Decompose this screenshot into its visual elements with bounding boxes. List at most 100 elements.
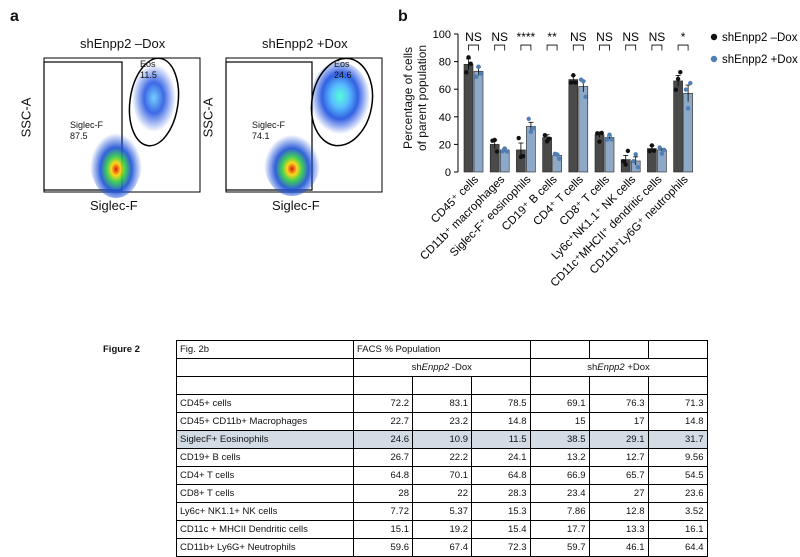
table-measure: FACS % Population xyxy=(353,340,472,359)
data-point xyxy=(649,143,655,148)
table-row-label: CD8+ T cells xyxy=(176,484,354,503)
table-row: SiglecF+ Eosinophils 24.6 10.9 11.5 38.5 29.1… xyxy=(100,430,708,449)
table-cell: 67.4 xyxy=(412,538,472,557)
data-point xyxy=(635,164,641,170)
data-point xyxy=(623,162,628,167)
facs-plot-2-ylabel: SSC-A xyxy=(200,97,216,138)
significance-label: ** xyxy=(547,30,557,44)
significance-bracket xyxy=(651,44,663,51)
data-point xyxy=(683,87,689,92)
data-point xyxy=(504,149,510,154)
y-tick-label: 80 xyxy=(439,57,451,69)
table-cell: 24.6 xyxy=(353,430,413,449)
data-point xyxy=(675,76,681,82)
facs-plot-2 xyxy=(225,57,383,196)
data-point xyxy=(530,126,536,131)
table-row-label: SiglecF+ Eosinophils xyxy=(176,430,354,449)
significance-label: NS xyxy=(649,30,666,44)
table-cell: 78.5 xyxy=(471,394,531,413)
bar xyxy=(578,86,589,173)
table-cell: 26.7 xyxy=(353,448,413,467)
table-cell: 64.4 xyxy=(647,538,708,557)
data-point xyxy=(657,145,662,150)
table-cell: 16.1 xyxy=(647,520,708,539)
table-fig-ref: Fig. 2b xyxy=(176,340,354,359)
significance-bracket xyxy=(468,44,479,51)
table-cell: 7.86 xyxy=(529,502,590,521)
facs-plot-2-title: shEnpp2 +Dox xyxy=(262,36,348,51)
facs-plot-2-xlabel: Siglec-F xyxy=(272,198,320,213)
legend-marker xyxy=(710,55,718,63)
data-point xyxy=(607,132,612,137)
table-cell: 28 xyxy=(353,484,413,503)
table-cell: 29.1 xyxy=(588,430,649,449)
legend-label: shEnpp2 –Dox xyxy=(722,32,798,44)
table-cell: 72.3 xyxy=(471,538,531,557)
significance-label: * xyxy=(681,30,686,44)
table-cell: 14.8 xyxy=(647,412,708,431)
data-point xyxy=(573,80,578,85)
table-spacer-row xyxy=(100,376,708,395)
bar xyxy=(463,64,474,173)
table-cell: 64.8 xyxy=(353,466,413,485)
table-cell: 46.1 xyxy=(588,538,649,557)
data-point xyxy=(583,94,588,99)
table-cell: 22 xyxy=(412,484,472,503)
table-cell: 9.56 xyxy=(647,448,708,467)
facs-plot-2-gate-eos: Eos 24.6 xyxy=(334,59,352,80)
table-cell: 11.5 xyxy=(471,430,531,449)
table-row-label: CD45+ cells xyxy=(176,394,354,413)
data-point xyxy=(494,149,500,154)
table-cell: 5.37 xyxy=(412,502,472,521)
data-point xyxy=(492,137,497,143)
data-point xyxy=(478,71,483,76)
significance-label: NS xyxy=(622,30,639,44)
bar xyxy=(568,79,579,173)
data-point xyxy=(474,74,479,79)
table-row: CD11b+ Ly6G+ Neutrophils 59.6 67.4 72.3 59.7… xyxy=(100,538,708,557)
table-cell: 24.1 xyxy=(471,448,531,467)
table-cell: 71.3 xyxy=(647,394,708,413)
table-cell: 23.2 xyxy=(412,412,472,431)
data-point xyxy=(568,80,574,85)
table-cell: 10.9 xyxy=(412,430,472,449)
table-row: CD45+ CD11b+ Macrophages 22.7 23.2 14.8 15 17… xyxy=(100,412,708,431)
table-header-row-1: Figure 2 Fig. 2b FACS % Population xyxy=(100,340,708,359)
table-cell: 70.1 xyxy=(412,466,472,485)
table-cell: 38.5 xyxy=(529,430,590,449)
facs-plot-1 xyxy=(43,57,201,198)
significance-label: NS xyxy=(491,30,508,44)
panel-a-letter: a xyxy=(10,8,19,25)
data-point xyxy=(685,106,691,111)
data-point xyxy=(673,87,679,92)
table-cell: 13.3 xyxy=(588,520,649,539)
significance-bracket xyxy=(494,44,506,51)
legend-label: shEnpp2 +Dox xyxy=(722,54,798,66)
data-point xyxy=(526,116,531,122)
data-point xyxy=(633,152,638,157)
table-row: CD19+ B cells 26.7 22.2 24.1 13.2 12.7 9.56 xyxy=(100,448,708,467)
table-row: CD45+ cells 72.2 83.1 78.5 69.1 76.3 71.3 xyxy=(100,394,708,413)
table-cell: 15 xyxy=(529,412,590,431)
data-point xyxy=(466,55,471,60)
data-point xyxy=(502,146,507,151)
legend-marker xyxy=(710,33,718,41)
table-cell: 76.3 xyxy=(588,394,649,413)
table-group-1-header: shEnpp2 -Dox xyxy=(353,358,531,377)
significance-label: NS xyxy=(465,30,482,44)
data-point xyxy=(597,139,602,144)
significance-label: **** xyxy=(517,30,536,44)
data-point xyxy=(464,70,469,75)
data-point xyxy=(557,156,562,162)
table-cell: 15.1 xyxy=(353,520,413,539)
data-point xyxy=(516,135,521,141)
table-row-label: CD11c + MHCII Dendritic cells xyxy=(176,520,354,539)
table-cell: 7.72 xyxy=(353,502,413,521)
y-tick-label: 40 xyxy=(439,112,451,124)
panel-b-letter: b xyxy=(398,8,408,25)
data-point xyxy=(581,79,586,84)
chart-ylabel-line1: Percentage of cells xyxy=(401,46,415,150)
table-cell: 54.5 xyxy=(647,466,708,485)
table-cell: 66.9 xyxy=(529,466,590,485)
table-row: Ly6c+ NK1.1+ NK cells 7.72 5.37 15.3 7.86 12.… xyxy=(100,502,708,521)
